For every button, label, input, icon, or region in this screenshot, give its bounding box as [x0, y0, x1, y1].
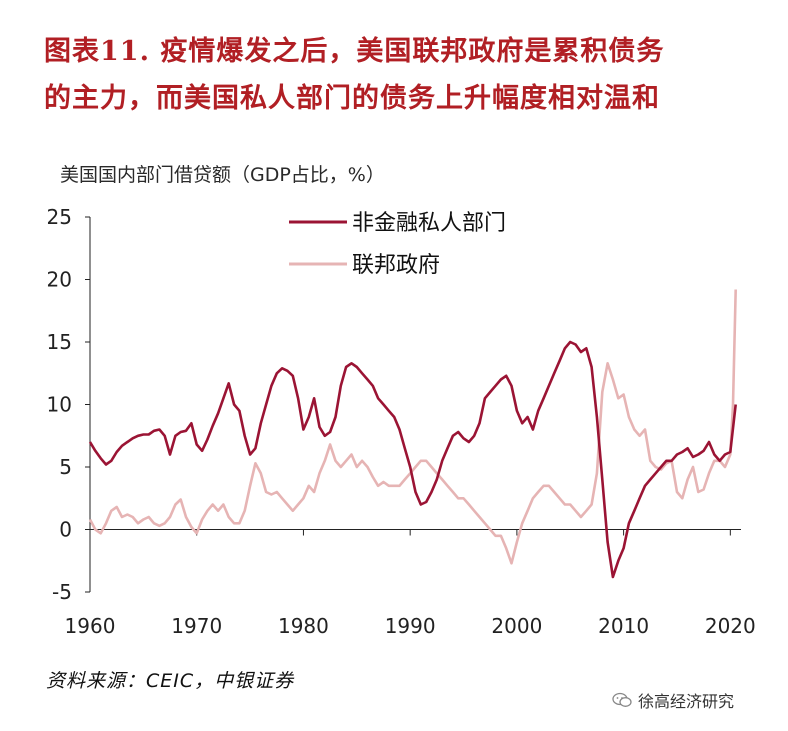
y-tick-label: 20 — [47, 268, 72, 292]
x-tick-label: 1980 — [278, 614, 329, 638]
watermark-text: 徐高经济研究 — [638, 692, 735, 711]
series-line-private-sector — [88, 340, 737, 579]
x-tick-label: 2020 — [705, 614, 756, 638]
y-tick-label: 10 — [47, 393, 72, 417]
source-note: 资料来源：CEIC，中银证券 — [46, 670, 295, 692]
title-line-2: 的主力，而美国私人部门的债务上升幅度相对温和 — [44, 83, 660, 114]
y-tick-label: 5 — [59, 455, 72, 479]
y-tick-label: -5 — [52, 580, 72, 604]
legend-label-private-sector: 非金融私人部门 — [352, 211, 506, 236]
y-tick-label: 0 — [59, 518, 72, 542]
wechat-icon — [612, 692, 632, 707]
x-tick-label: 1970 — [171, 614, 222, 638]
x-tick-label: 2010 — [598, 614, 649, 638]
x-tick-label: 1990 — [385, 614, 436, 638]
chart-title: 图表11. 疫情爆发之后，美国联邦政府是累积债务 的主力，而美国私人部门的债务上… — [44, 28, 774, 122]
watermark: 徐高经济研究 — [612, 688, 734, 712]
y-tick-label: 15 — [47, 330, 72, 354]
legend-label-federal-government: 联邦政府 — [352, 253, 440, 278]
unit-label: 美国国内部门借贷额（GDP占比，%） — [60, 164, 385, 186]
x-tick-label: 2000 — [491, 614, 542, 638]
y-tick-label: 25 — [47, 205, 72, 229]
title-line-1: 图表11. 疫情爆发之后，美国联邦政府是累积债务 — [44, 36, 665, 67]
series-line-federal-government — [88, 289, 737, 565]
x-tick-label: 1960 — [65, 614, 116, 638]
